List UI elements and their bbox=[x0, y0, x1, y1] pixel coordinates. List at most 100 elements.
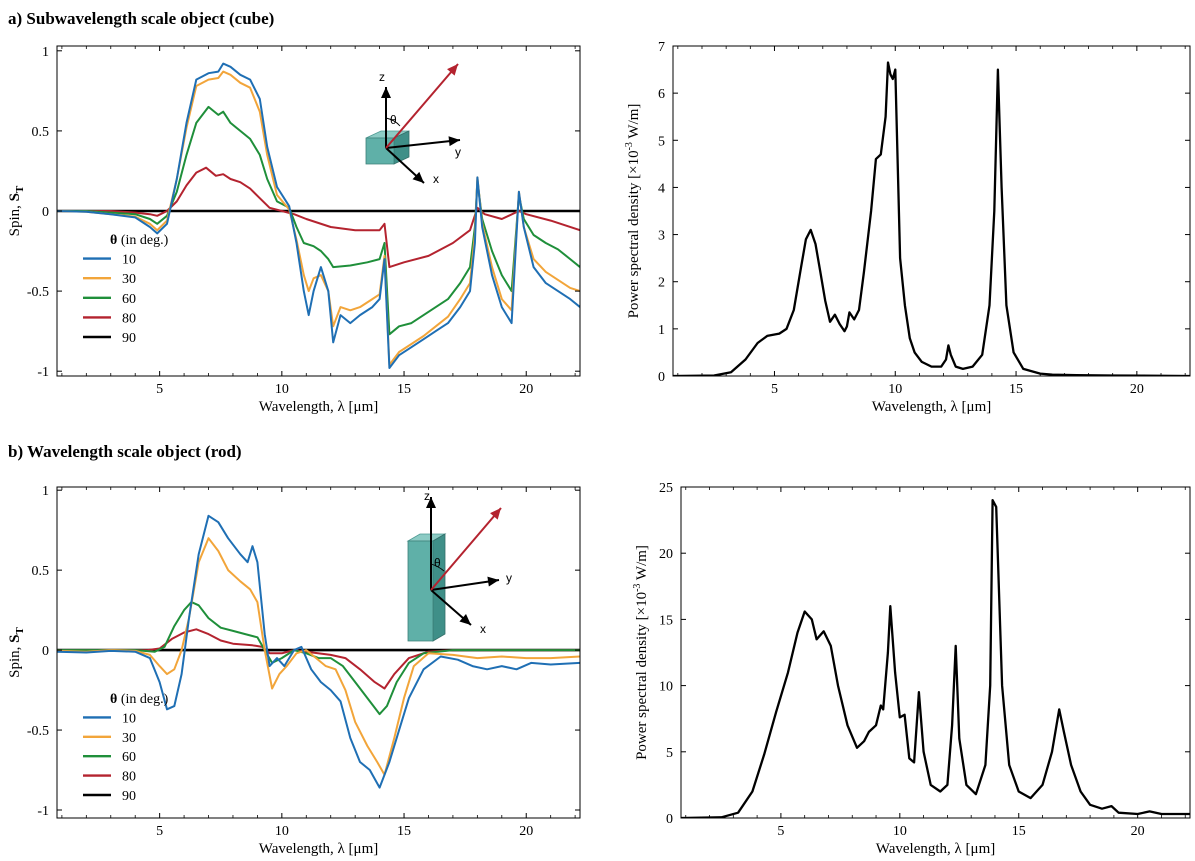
x-tick-label: 15 bbox=[397, 382, 411, 397]
panel-b-title: b) Wavelength scale object (rod) bbox=[8, 442, 242, 461]
x-tick-label: 20 bbox=[1131, 824, 1145, 839]
x-tick-label: 10 bbox=[275, 382, 289, 397]
legend-label-60: 60 bbox=[122, 292, 136, 307]
y-axis-label: Power spectral density [×10-3 W/m] bbox=[632, 545, 650, 760]
axis-y-arrow-head bbox=[448, 136, 460, 147]
y-tick-label: 0.5 bbox=[32, 564, 50, 579]
x-tick-label: 5 bbox=[771, 382, 778, 397]
series-line-10 bbox=[57, 514, 580, 789]
y-axis-label-suffix: W/m] bbox=[634, 545, 650, 583]
series-group bbox=[57, 514, 580, 789]
legend-title-suffix: (in deg.) bbox=[117, 233, 168, 248]
y-axis-label-superscript: -3 bbox=[632, 584, 643, 592]
y-tick-label: 0 bbox=[42, 205, 49, 220]
x-axis-label: Wavelength, λ [μm] bbox=[259, 841, 379, 857]
y-tick-label: 4 bbox=[658, 181, 665, 196]
inset-label-theta: θ bbox=[434, 556, 441, 570]
y-tick-label: 10 bbox=[659, 680, 673, 695]
legend-label-30: 30 bbox=[122, 272, 136, 287]
y-tick-label: 1 bbox=[42, 45, 49, 60]
inset-label-z: z bbox=[424, 489, 430, 503]
y-tick-label: 6 bbox=[658, 87, 665, 102]
series-line-psd bbox=[673, 61, 1190, 376]
x-axis-label: Wavelength, λ [μm] bbox=[259, 399, 379, 415]
plot-frame bbox=[680, 486, 1191, 819]
axis-x-arrow-head bbox=[412, 171, 424, 183]
inset-label-theta: θ bbox=[390, 113, 397, 127]
theta-arc bbox=[430, 563, 445, 572]
axis-y-arrow bbox=[385, 139, 461, 149]
series-line-30 bbox=[57, 70, 580, 366]
plot-frame bbox=[672, 45, 1191, 377]
y-tick-label: 0 bbox=[658, 370, 665, 385]
x-tick-label: 10 bbox=[275, 824, 289, 839]
x-tick-label: 20 bbox=[519, 382, 533, 397]
legend-label-90: 90 bbox=[122, 331, 136, 346]
y-tick-label: -0.5 bbox=[27, 285, 49, 300]
inset-label-y: y bbox=[455, 145, 461, 159]
y-axis-label-main: Power spectral density [×10 bbox=[626, 150, 642, 318]
y-tick-label: 5 bbox=[666, 746, 673, 761]
y-tick-label: 7 bbox=[658, 40, 665, 55]
x-tick-label: 20 bbox=[1130, 382, 1144, 397]
x-tick-label: 10 bbox=[888, 382, 902, 397]
legend-label-90: 90 bbox=[122, 789, 136, 804]
legend-title-suffix: (in deg.) bbox=[117, 692, 168, 707]
y-axis-label-subscript: T bbox=[14, 626, 26, 634]
legend-label-60: 60 bbox=[122, 750, 136, 765]
series-line-60 bbox=[57, 105, 580, 336]
axis-z-arrow-head bbox=[426, 497, 436, 508]
direction-arrow bbox=[430, 507, 502, 591]
inset-label-x: x bbox=[480, 622, 486, 636]
direction-arrow bbox=[385, 63, 459, 149]
x-tick-label: 5 bbox=[156, 382, 163, 397]
x-tick-label: 20 bbox=[519, 824, 533, 839]
y-axis-label-bold: S bbox=[7, 193, 23, 201]
series-line-psd bbox=[681, 499, 1190, 818]
direction-arrow-head bbox=[447, 64, 458, 76]
x-tick-label: 5 bbox=[156, 824, 163, 839]
x-tick-label: 10 bbox=[893, 824, 907, 839]
rod-front-face bbox=[407, 540, 434, 642]
series-line-30 bbox=[57, 537, 580, 776]
y-axis-label-suffix: W/m] bbox=[626, 104, 642, 142]
y-tick-label: 2 bbox=[658, 276, 665, 291]
legend-title-theta: θ bbox=[110, 233, 117, 248]
y-tick-label: 5 bbox=[658, 134, 665, 149]
legend-title: θ (in deg.) bbox=[110, 692, 169, 707]
y-tick-label: 0 bbox=[666, 812, 673, 827]
y-axis-label: Spin, ST bbox=[7, 185, 26, 236]
axis-y-arrow-head bbox=[487, 576, 499, 587]
series-line-10 bbox=[57, 62, 580, 369]
y-tick-label: -1 bbox=[37, 365, 49, 380]
y-axis-label-superscript: -3 bbox=[624, 142, 635, 150]
y-tick-label: 0 bbox=[42, 644, 49, 659]
panel-a-title: a) Subwavelength scale object (cube) bbox=[8, 9, 275, 28]
y-axis-label: Power spectral density [×10-3 W/m] bbox=[624, 104, 642, 319]
legend-label-10: 10 bbox=[122, 253, 136, 268]
y-tick-label: 1 bbox=[658, 323, 665, 338]
y-tick-label: 25 bbox=[659, 481, 673, 496]
x-tick-label: 15 bbox=[397, 824, 411, 839]
inset-label-y: y bbox=[506, 571, 512, 585]
y-tick-label: 0.5 bbox=[32, 125, 50, 140]
x-tick-label: 15 bbox=[1012, 824, 1026, 839]
direction-arrow-head bbox=[490, 508, 501, 520]
axis-x-arrow-head bbox=[459, 613, 471, 625]
x-tick-label: 15 bbox=[1009, 382, 1023, 397]
legend-label-80: 80 bbox=[122, 311, 136, 326]
y-tick-label: 3 bbox=[658, 229, 665, 244]
y-tick-label: 15 bbox=[659, 613, 673, 628]
y-tick-label: -1 bbox=[37, 804, 49, 819]
series-group bbox=[673, 61, 1190, 376]
inset-label-x: x bbox=[433, 172, 439, 186]
x-tick-label: 5 bbox=[777, 824, 784, 839]
x-axis-label: Wavelength, λ [μm] bbox=[876, 841, 996, 857]
legend-label-10: 10 bbox=[122, 711, 136, 726]
